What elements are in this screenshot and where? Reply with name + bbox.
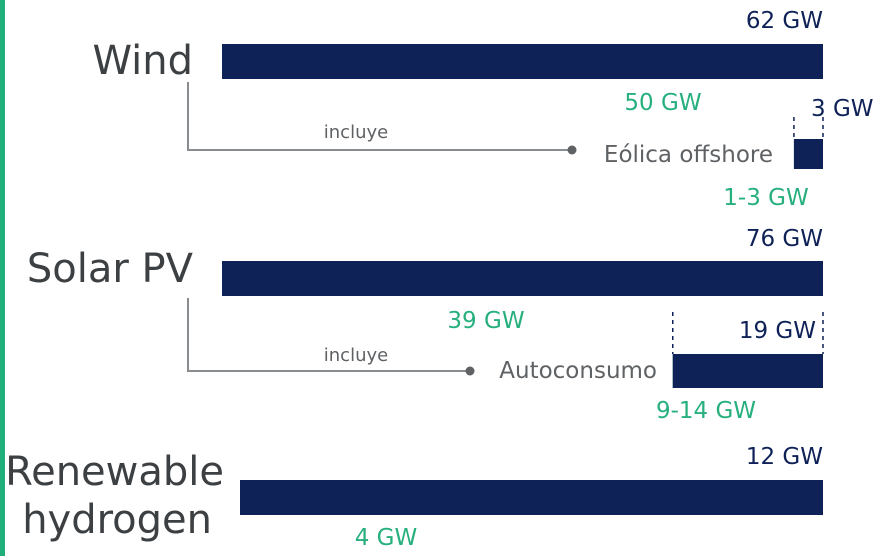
total-label-eolica-offshore: 3 GW [811, 96, 874, 122]
total-label-renewable-hydrogen: 12 GW [746, 444, 823, 470]
green-label-autoconsumo: 9-14 GW [656, 398, 756, 424]
connector-dot-autoconsumo [465, 366, 475, 376]
bar-total-renewable-hydrogen [240, 480, 823, 515]
connector-label-solar-pv: incluye [324, 345, 388, 366]
green-label-wind: 50 GW [624, 90, 701, 116]
sub-bar-total-eolica-offshore [793, 139, 823, 169]
total-label-autoconsumo: 19 GW [739, 318, 816, 344]
bar-total-solar-pv [222, 261, 823, 296]
sub-bar-name-autoconsumo: Autoconsumo [499, 358, 657, 384]
connector-line-autoconsumo [187, 298, 470, 372]
sub-bar-name-eolica-offshore: Eólica offshore [604, 142, 773, 168]
total-label-wind: 62 GW [746, 8, 823, 34]
total-label-solar-pv: 76 GW [746, 226, 823, 252]
connector-line-eolica-offshore [187, 82, 572, 151]
green-label-solar-pv: 39 GW [447, 308, 524, 334]
green-label-renewable-hydrogen: 4 GW [355, 525, 418, 551]
category-label-renewable-hydrogen-line2: hydrogen [22, 497, 212, 543]
green-label-eolica-offshore: 1-3 GW [723, 185, 808, 211]
left-accent-rule [0, 0, 5, 556]
category-label-solar-pv: Solar PV [27, 246, 194, 292]
bar-total-wind [222, 44, 823, 79]
category-label-renewable-hydrogen: Renewable [5, 449, 224, 495]
connector-label-wind: incluye [324, 122, 388, 143]
sub-bar-total-autoconsumo [672, 354, 823, 388]
category-label-wind: Wind [92, 38, 193, 84]
connector-dot-eolica-offshore [567, 145, 577, 155]
